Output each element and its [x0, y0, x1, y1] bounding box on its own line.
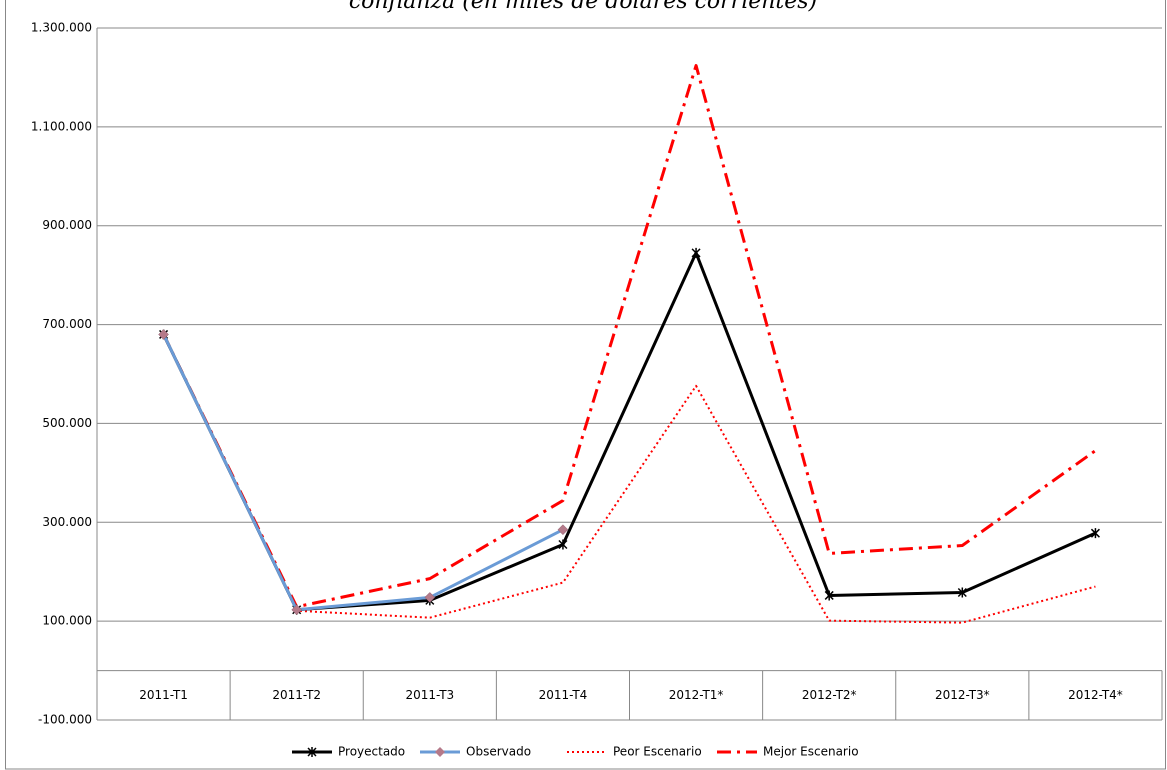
x-tick-label: 2012-T3* — [935, 688, 990, 702]
legend-label: Peor Escenario — [613, 745, 702, 759]
legend-marker — [435, 747, 445, 757]
y-tick-label: -100.000 — [38, 713, 92, 727]
series-line — [162, 251, 1097, 612]
y-tick-label: 500.000 — [42, 416, 92, 430]
x-tick-label: 2012-T4* — [1068, 688, 1123, 702]
legend-label: Proyectado — [338, 745, 405, 759]
point-marker — [558, 539, 568, 550]
x-tick-label: 2011-T1 — [139, 688, 188, 702]
x-tick-label: 2011-T4 — [539, 688, 588, 702]
series-line — [162, 64, 1097, 609]
point-marker — [1090, 528, 1100, 539]
legend-marker — [307, 747, 317, 757]
point-marker — [291, 604, 303, 616]
point-marker — [691, 247, 701, 258]
y-tick-label: 300.000 — [42, 515, 92, 529]
series-line — [162, 334, 1096, 624]
y-tick-label: 100.000 — [42, 614, 92, 628]
point-marker — [557, 524, 569, 536]
x-tick-label: 2011-T3 — [405, 688, 454, 702]
legend-label: Observado — [466, 745, 531, 759]
point-marker — [957, 587, 967, 598]
y-tick-label: 1.300.000 — [31, 21, 92, 35]
series-line — [162, 333, 564, 612]
legend-label: Mejor Escenario — [763, 745, 859, 759]
x-tick-label: 2011-T2 — [272, 688, 321, 702]
y-tick-label: 900.000 — [42, 218, 92, 232]
point-marker — [158, 329, 169, 340]
chart-title: confianza (en miles de dólares corriente… — [349, 0, 817, 14]
y-tick-label: 700.000 — [42, 317, 92, 331]
x-tick-label: 2012-T2* — [802, 688, 857, 702]
point-marker — [824, 590, 834, 601]
y-tick-label: 1.100.000 — [31, 119, 92, 133]
x-tick-label: 2012-T1* — [669, 688, 724, 702]
point-marker — [424, 592, 436, 603]
chart-frame — [5, 0, 1166, 770]
